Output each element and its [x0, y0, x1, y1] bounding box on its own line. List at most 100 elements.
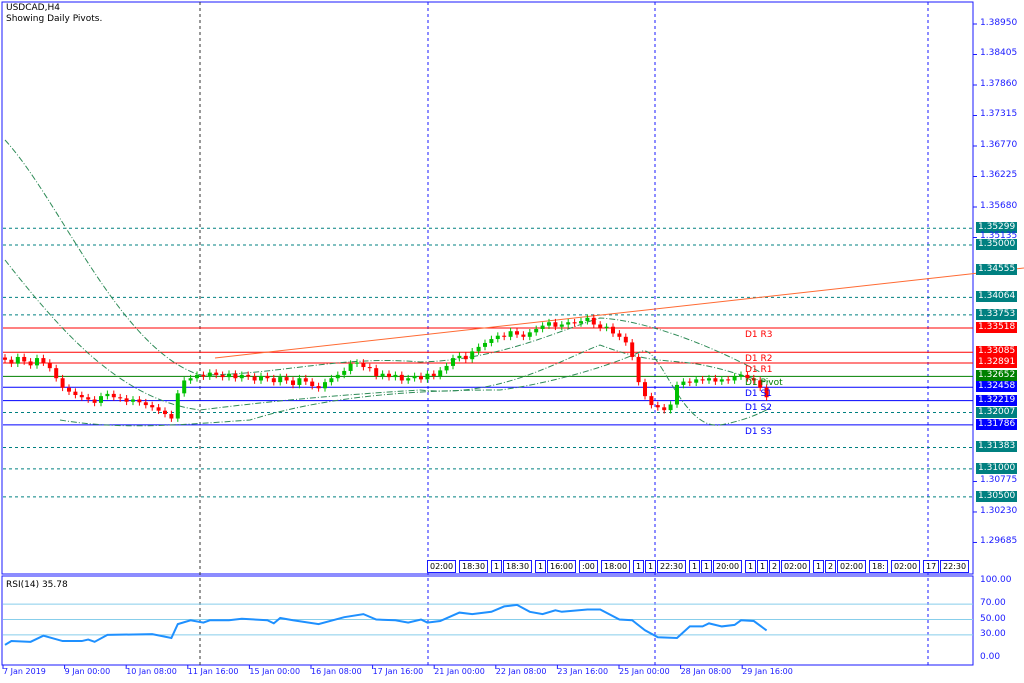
candle-body — [284, 377, 289, 381]
candle-body — [483, 342, 487, 347]
candle-body — [732, 376, 737, 381]
candle-body — [745, 374, 750, 379]
time-box-label: 1 — [645, 560, 657, 573]
time-box-label: 2 — [825, 560, 837, 573]
candle-body — [559, 324, 564, 327]
candle-body — [28, 361, 33, 366]
candle-body — [399, 374, 404, 381]
candle-body — [246, 374, 251, 377]
candle-body — [137, 399, 142, 403]
price-level-tag: 1.33753 — [976, 308, 1018, 320]
time-box-label: 1 — [813, 560, 825, 573]
time-box-label: 02:00 — [891, 560, 921, 573]
candle-body — [15, 356, 20, 364]
candle-body — [617, 333, 622, 337]
time-box-label: 02:00 — [781, 560, 811, 573]
time-box-label: 1 — [689, 560, 701, 573]
indicator-lower-line — [59, 350, 771, 427]
time-box-label: 02:00 — [837, 560, 867, 573]
candle-body — [534, 328, 539, 333]
time-box-label: 20:00 — [713, 560, 743, 573]
time-box-label: 18:30 — [503, 560, 533, 573]
candle-body — [367, 367, 372, 369]
time-box-label: 18: — [869, 560, 888, 573]
candle-body — [393, 374, 398, 378]
candle-body — [649, 396, 654, 406]
candle-body — [604, 326, 609, 328]
candle-body — [118, 397, 123, 399]
candle-body — [425, 373, 430, 380]
rsi-frame — [1, 575, 974, 666]
candle-body — [86, 397, 91, 400]
candle-body — [406, 378, 411, 381]
candle-body — [3, 357, 7, 360]
rsi-axis-label: 30.00 — [980, 628, 1006, 639]
price-level-tag: 1.31000 — [976, 462, 1018, 474]
candle-body — [489, 339, 494, 343]
rsi-axis-label: 50.00 — [980, 613, 1006, 624]
candle-body — [540, 325, 545, 329]
candle-body — [297, 378, 302, 385]
candle-body — [329, 378, 334, 383]
candle-body — [214, 372, 219, 375]
candle-body — [316, 386, 321, 389]
rsi-axis-label: 100.00 — [980, 575, 1012, 585]
price-level-tag: 1.32219 — [976, 394, 1018, 406]
candle-body — [271, 378, 276, 383]
time-box-label: 22:30 — [940, 560, 970, 573]
candle-body — [278, 377, 283, 383]
candle-body — [630, 342, 635, 357]
candle-body — [636, 356, 641, 383]
trend-line — [214, 267, 1024, 359]
candle-body — [739, 374, 743, 377]
candle-body — [105, 393, 110, 397]
candle-body — [431, 373, 436, 376]
pivot-label: D1 Pivot — [745, 378, 783, 389]
candle-body — [476, 346, 481, 352]
candle-body — [169, 414, 174, 419]
time-box-label: 1 — [745, 560, 757, 573]
candle-body — [233, 373, 238, 379]
candle-body — [502, 335, 507, 337]
time-axis-label: 28 Jan 08:00 — [680, 667, 732, 676]
candle-body — [47, 362, 52, 369]
pivot-label: D1 R1 — [745, 365, 773, 376]
candle-body — [591, 317, 596, 325]
time-box-label: 1 — [701, 560, 713, 573]
candle-body — [355, 362, 359, 364]
time-box-label: 17 — [923, 560, 940, 573]
time-box-label: 2 — [769, 560, 781, 573]
price-level-tag: 1.35000 — [976, 239, 1018, 251]
time-box-label: 22:30 — [657, 560, 687, 573]
candle-body — [348, 363, 353, 371]
time-axis-label: 16 Jan 08:00 — [311, 667, 362, 676]
price-level-tag: 1.32652 — [976, 370, 1018, 382]
candle-body — [547, 322, 551, 326]
pivot-label: D1 S2 — [745, 402, 772, 413]
pivot-label: D1 R2 — [745, 354, 773, 365]
time-box-label: 1 — [757, 560, 769, 573]
candle-body — [41, 358, 46, 363]
time-box-label: 16:00 — [547, 560, 577, 573]
candle-body — [758, 380, 763, 388]
price-axis-label: 1.36225 — [980, 170, 1018, 181]
candle-body — [188, 378, 193, 381]
pivot-label: D1 S3 — [745, 426, 772, 437]
candle-body — [444, 365, 449, 371]
candle-body — [374, 368, 379, 376]
candle-body — [713, 378, 718, 382]
candle-body — [111, 393, 116, 398]
price-axis-label: 1.35135 — [980, 231, 1018, 242]
price-level-tag: 1.33518 — [976, 321, 1018, 333]
candle-body — [438, 370, 443, 376]
price-level-tag: 1.31786 — [976, 418, 1018, 430]
time-axis-label: 29 Jan 16:00 — [742, 667, 793, 676]
candle-body — [764, 387, 769, 398]
candle-body — [54, 368, 59, 379]
time-axis-label: 10 Jan 08:00 — [126, 667, 177, 676]
candle-body — [681, 381, 686, 385]
candle-body — [495, 335, 500, 340]
price-axis-label: 1.38950 — [980, 18, 1018, 28]
candle-body — [175, 393, 180, 419]
